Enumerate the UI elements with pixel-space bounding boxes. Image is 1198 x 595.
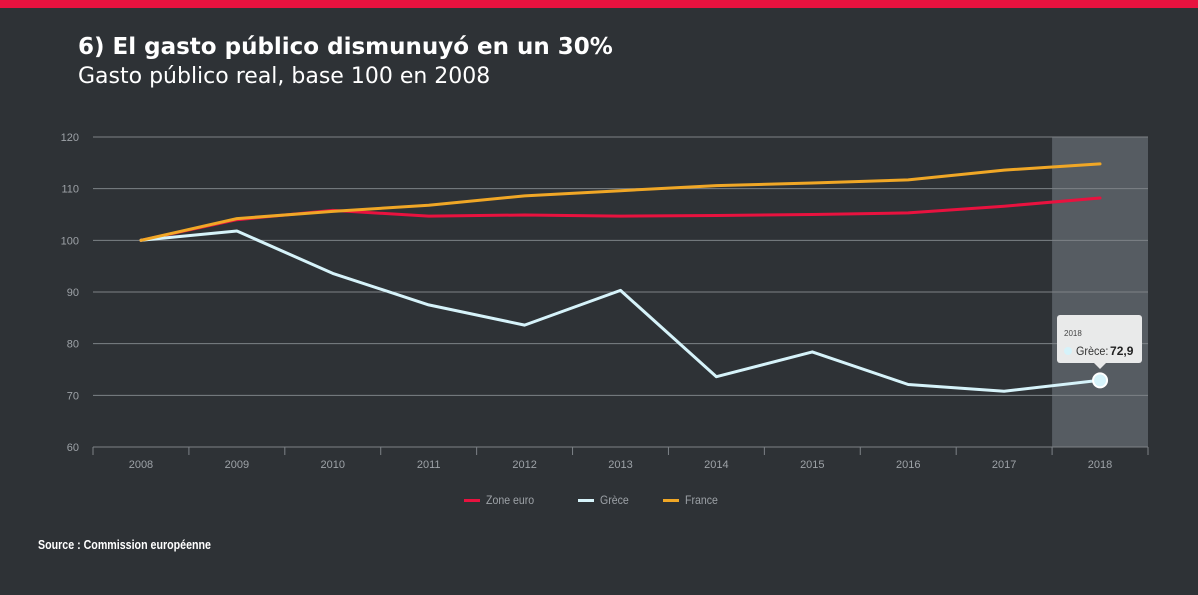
- x-tick-label: 2013: [608, 459, 632, 471]
- top-accent-bar: [0, 0, 1198, 8]
- chart-title: 6) El gasto público dismunuyó en un 30%: [78, 34, 613, 60]
- legend-label: Grèce: [600, 493, 629, 507]
- tooltip-year: 2018: [1064, 329, 1082, 338]
- chart-legend: Zone euro Grèce France: [0, 493, 1198, 511]
- y-tick-label: 110: [61, 184, 79, 196]
- legend-label: France: [685, 493, 718, 507]
- y-tick-label: 80: [67, 339, 79, 351]
- y-tick-label: 70: [67, 390, 79, 402]
- highlighted-data-point: [1092, 372, 1109, 389]
- tooltip-series-label: Grèce:: [1076, 344, 1109, 358]
- x-tick-label: 2016: [896, 459, 920, 471]
- x-tick-label: 2009: [225, 459, 249, 471]
- legend-swatch: [464, 498, 480, 502]
- y-tick-label: 60: [67, 442, 79, 454]
- x-tick-label: 2018: [1088, 459, 1112, 471]
- tooltip-row: Grèce: 72,9: [1064, 344, 1133, 358]
- series-line-france: [139, 162, 1102, 242]
- y-tick-label: 90: [67, 287, 79, 299]
- legend-item[interactable]: France: [663, 493, 722, 507]
- legend-label: Zone euro: [486, 493, 535, 507]
- legend-item[interactable]: Grèce: [578, 493, 633, 507]
- x-tick-label: 2017: [992, 459, 1016, 471]
- tooltip-series-dot: [1064, 347, 1072, 355]
- data-tooltip: 2018 Grèce: 72,9: [1057, 315, 1142, 369]
- tooltip-value: 72,9: [1110, 344, 1134, 358]
- legend-swatch: [578, 498, 594, 502]
- source-note: Source : Commission européenne: [38, 537, 211, 552]
- x-tick-label: 2010: [321, 459, 345, 471]
- x-tick-label: 2014: [704, 459, 728, 471]
- chart-subtitle: Gasto público real, base 100 en 2008: [78, 64, 491, 89]
- series-line-grece: [139, 229, 1102, 393]
- x-tick-label: 2012: [512, 459, 536, 471]
- legend-swatch: [663, 498, 679, 502]
- y-tick-label: 100: [61, 235, 79, 247]
- x-tick-label: 2008: [129, 459, 153, 471]
- series-line-zone-euro: [139, 196, 1102, 242]
- x-tick-label: 2015: [800, 459, 824, 471]
- x-tick-label: 2011: [417, 459, 441, 471]
- y-tick-label: 120: [61, 132, 79, 144]
- legend-item[interactable]: Zone euro: [464, 493, 541, 507]
